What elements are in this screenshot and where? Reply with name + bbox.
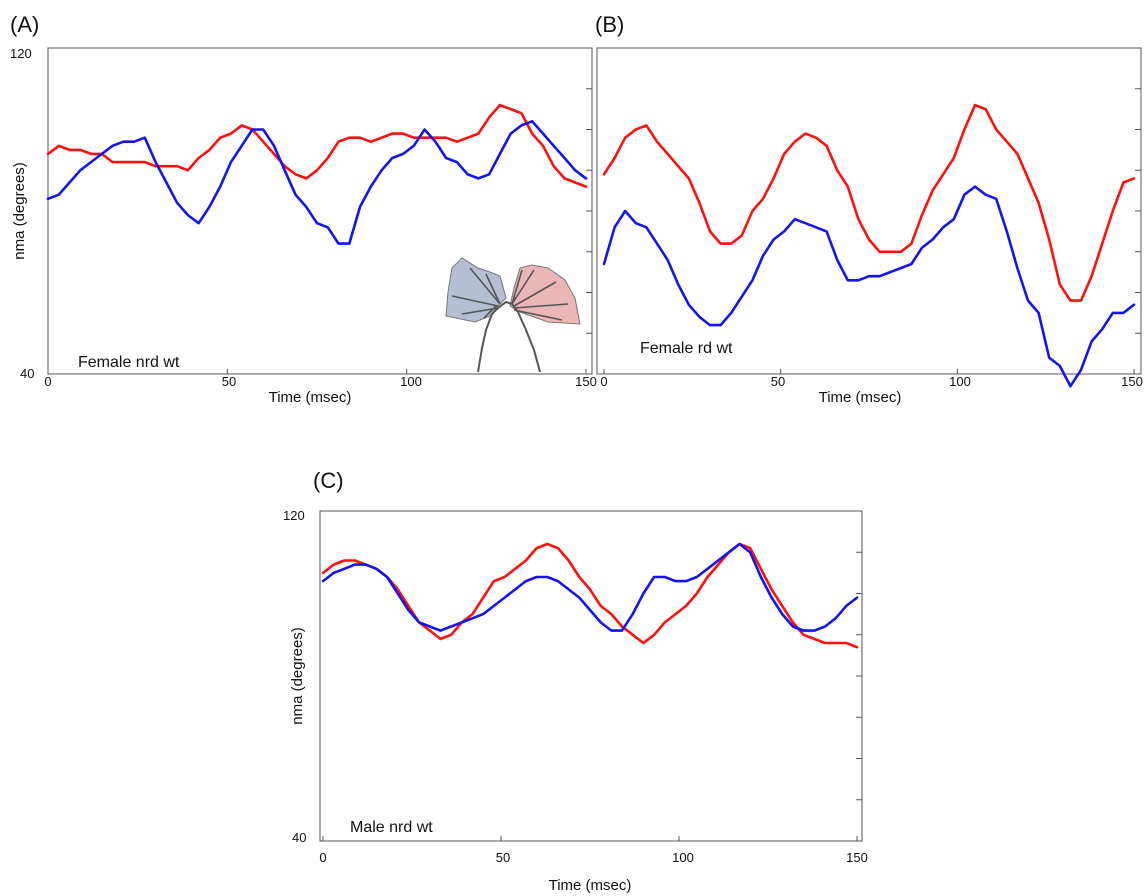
panel-c-series <box>321 542 859 649</box>
panel-a-xtick-150: 150 <box>575 374 597 389</box>
panel-a-series <box>46 103 588 245</box>
panel-a-ylabel: nma (degrees) <box>11 162 28 260</box>
panel-b-xtick-labels: 0 50 100 150 <box>600 374 1142 389</box>
panel-a-xtick-50: 50 <box>222 374 236 389</box>
panel-b-series <box>602 103 1136 388</box>
panel-c-xtick-0: 0 <box>319 850 326 865</box>
panel-c-annotation: Male nrd wt <box>350 819 433 836</box>
panel-b-chart: (B) Time (msec) Female rd wt 0 50 100 15… <box>595 12 1143 406</box>
panel-c-xlabel: Time (msec) <box>549 877 632 894</box>
panel-b-letter: (B) <box>595 12 624 37</box>
panel-c-xtick-labels: 0 50 100 150 <box>319 850 867 865</box>
panel-a-red-series-line <box>46 103 588 188</box>
panel-c-xtick-100: 100 <box>672 850 694 865</box>
panel-c-ylabel: nma (degrees) <box>289 627 306 725</box>
panel-b-xtick-0: 0 <box>600 374 607 389</box>
panel-c-ytick-bottom: 40 <box>292 830 306 845</box>
panel-a-xtick-labels: 0 50 100 150 <box>44 374 596 389</box>
panel-b-plot-frame <box>596 47 1142 375</box>
panel-a-letter: (A) <box>10 12 39 37</box>
panel-a-ytick-top: 120 <box>10 46 32 61</box>
panel-c-xtick-50: 50 <box>496 850 510 865</box>
panel-c-xtick-150: 150 <box>846 850 868 865</box>
panel-c-chart: (C) 120 40 nma (degrees) Time (msec) Mal… <box>283 468 868 894</box>
panel-a-ytick-bottom: 40 <box>20 366 34 381</box>
panel-b-annotation: Female rd wt <box>640 340 733 357</box>
panel-c-letter: (C) <box>313 468 344 493</box>
panel-a-chart: (A) 120 40 nma (degrees) Time (msec) Fem… <box>10 12 597 406</box>
panel-b-xtick-150: 150 <box>1121 374 1143 389</box>
panel-c-red-series-line <box>321 542 859 649</box>
panel-a-annotation: Female nrd wt <box>78 354 180 371</box>
panel-a-xtick-0: 0 <box>44 374 51 389</box>
panel-c-plot-frame <box>319 510 863 842</box>
panel-b-xlabel: Time (msec) <box>819 389 902 406</box>
panel-c-ytick-top: 120 <box>283 508 305 523</box>
inset-left-wing <box>445 257 507 323</box>
wing-diagram-icon <box>445 257 581 373</box>
panel-b-red-series-line <box>602 103 1136 302</box>
panel-a-plot-frame <box>47 47 593 375</box>
panel-a-blue-series-line <box>46 120 588 245</box>
panel-a-xlabel: Time (msec) <box>269 389 352 406</box>
panel-a-xtick-100: 100 <box>400 374 422 389</box>
inset-body <box>477 300 541 373</box>
panel-c-blue-series-line <box>321 542 859 632</box>
panel-b-xtick-50: 50 <box>771 374 785 389</box>
panel-b-blue-series-line <box>602 185 1136 388</box>
panel-b-xtick-100: 100 <box>949 374 971 389</box>
